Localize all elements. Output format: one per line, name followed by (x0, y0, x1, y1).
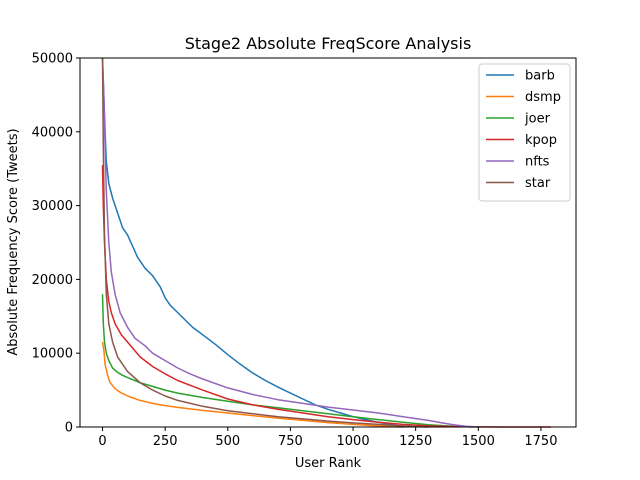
plot-lines (101, 57, 551, 428)
y-tick-label: 40000 (32, 125, 73, 140)
legend-label-star: star (525, 176, 551, 191)
legend-label-nfts: nfts (525, 155, 550, 170)
legend-box (478, 63, 571, 202)
series-line-kpop (101, 164, 551, 428)
series-line-star (101, 57, 429, 428)
series-line-nfts (101, 57, 479, 428)
series-line-barb (101, 57, 404, 428)
legend: barb dsmp joer kpop nfts star (478, 63, 571, 202)
y-axis-title: Absolute Frequency Score (Tweets) (6, 128, 21, 355)
x-tick-label: 1000 (337, 434, 370, 449)
x-tick-label: 500 (215, 434, 240, 449)
y-tick-label: 0 (65, 421, 73, 436)
x-tick-label: 1750 (524, 434, 557, 449)
x-axis: 0 250 500 750 1000 1250 1500 1750 (98, 427, 557, 449)
y-axis: 0 10000 20000 30000 40000 50000 (32, 52, 80, 436)
series-line-joer (101, 294, 474, 428)
legend-label-dsmp: dsmp (525, 90, 561, 105)
plot-frame (79, 57, 577, 428)
x-tick-label: 750 (278, 434, 303, 449)
x-tick-label: 1500 (462, 434, 495, 449)
chart-title: Stage2 Absolute FreqScore Analysis (185, 34, 472, 53)
y-tick-label: 50000 (32, 52, 73, 67)
legend-label-kpop: kpop (525, 133, 557, 148)
x-tick-label: 250 (153, 434, 178, 449)
legend-label-joer: joer (524, 112, 551, 127)
y-tick-label: 30000 (32, 199, 73, 214)
y-tick-label: 20000 (32, 273, 73, 288)
x-tick-label: 1250 (399, 434, 432, 449)
series-line-dsmp (101, 341, 404, 428)
y-tick-label: 10000 (32, 347, 73, 362)
x-tick-label: 0 (98, 434, 106, 449)
legend-label-barb: barb (525, 69, 555, 84)
x-axis-title: User Rank (295, 456, 362, 471)
